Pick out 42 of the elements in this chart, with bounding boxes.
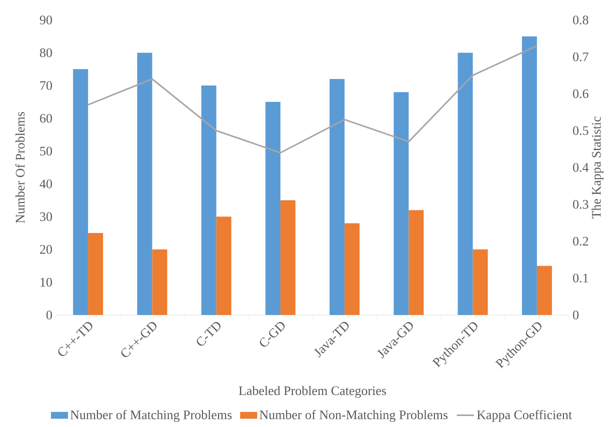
y-tick-label: 60 xyxy=(40,114,52,123)
y2-tick-label: 0.8 xyxy=(573,16,588,24)
y-tick-label: 90 xyxy=(40,16,52,24)
y-tick-label: 10 xyxy=(40,278,52,287)
bar xyxy=(472,249,488,315)
bar xyxy=(201,86,216,315)
bar xyxy=(137,52,152,315)
bar xyxy=(73,69,88,315)
line-series xyxy=(87,45,538,154)
bar xyxy=(280,200,296,315)
bar xyxy=(536,266,552,315)
y2-tick-label: 0 xyxy=(573,310,579,320)
bar xyxy=(88,233,104,315)
y2-tick-label: 0.6 xyxy=(573,89,588,98)
bar xyxy=(152,249,168,315)
y-tick-label: 20 xyxy=(40,245,52,254)
y2-tick-label: 0.2 xyxy=(573,236,588,246)
y2-tick-label: 0.7 xyxy=(573,52,588,62)
legend-label: Number of Non-Matching Problems xyxy=(260,410,448,422)
y2-tick-label: 0.4 xyxy=(573,163,589,172)
y2-tick-label: 0.5 xyxy=(573,126,588,136)
y-tick-label: 70 xyxy=(40,81,52,90)
y-axis-title: Number Of Problems xyxy=(15,112,25,224)
legend-label: Kappa Coefficient xyxy=(476,410,572,422)
bar xyxy=(522,36,537,315)
y-tick-label: 30 xyxy=(40,212,52,222)
y-tick-label: 50 xyxy=(40,146,52,156)
y2-tick-label: 0.3 xyxy=(573,200,588,209)
bar xyxy=(408,210,424,315)
y2-tick-label: 0.1 xyxy=(573,274,588,283)
x-axis-title: Labeled Problem Categories xyxy=(238,386,386,398)
y-tick-label: 80 xyxy=(40,48,52,58)
bar xyxy=(265,102,280,315)
bar xyxy=(216,216,232,315)
bar xyxy=(330,78,345,315)
y-tick-label: 40 xyxy=(40,179,52,188)
y-tick-label: 0 xyxy=(46,310,52,320)
bar xyxy=(458,52,473,315)
y2-axis-title: The Kappa Statistic xyxy=(592,116,604,219)
bar xyxy=(394,92,409,315)
bar xyxy=(344,223,360,315)
legend-label: Number of Matching Problems xyxy=(70,410,232,422)
